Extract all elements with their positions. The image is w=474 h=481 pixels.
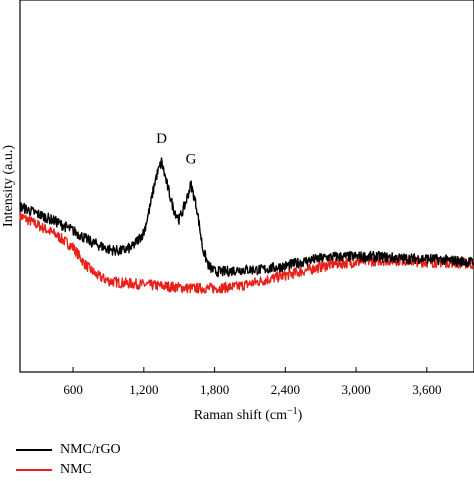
legend-item-nmc: NMC — [16, 460, 121, 480]
peak-label-d: D — [156, 131, 167, 147]
legend-label-nmc-rgo: NMC/rGO — [60, 442, 121, 457]
x-axis-title: Raman shift (cm−1) — [194, 406, 303, 423]
legend-swatch-nmc — [16, 469, 52, 471]
series-line-nmc — [19, 210, 474, 294]
x-tick-label: 3,600 — [412, 382, 441, 397]
x-ticks: 600 1,200 1,800 2,400 3,000 3,600 — [63, 367, 441, 397]
legend-swatch-nmc-rgo — [16, 449, 52, 451]
series-layer — [19, 157, 474, 294]
legend: NMC/rGO NMC — [16, 440, 121, 480]
series-line-nmc-rgo — [19, 157, 474, 278]
x-tick-label: 1,200 — [129, 382, 158, 397]
annotations: DG — [156, 131, 196, 167]
x-tick-label: 3,000 — [341, 382, 370, 397]
plot-frame — [19, 0, 474, 373]
x-tick-label: 2,400 — [271, 382, 300, 397]
x-tick-label: 1,800 — [200, 382, 229, 397]
legend-label-nmc: NMC — [60, 462, 92, 477]
x-tick-label: 600 — [63, 382, 83, 397]
y-axis-title: Intensity (a.u.) — [1, 145, 16, 227]
peak-label-g: G — [186, 152, 197, 168]
x-axis-title-superscript: −1 — [287, 406, 298, 417]
legend-item-nmc-rgo: NMC/rGO — [16, 440, 121, 460]
raman-chart: 600 1,200 1,800 2,400 3,000 3,600 DG Raman sh… — [1, 0, 474, 423]
